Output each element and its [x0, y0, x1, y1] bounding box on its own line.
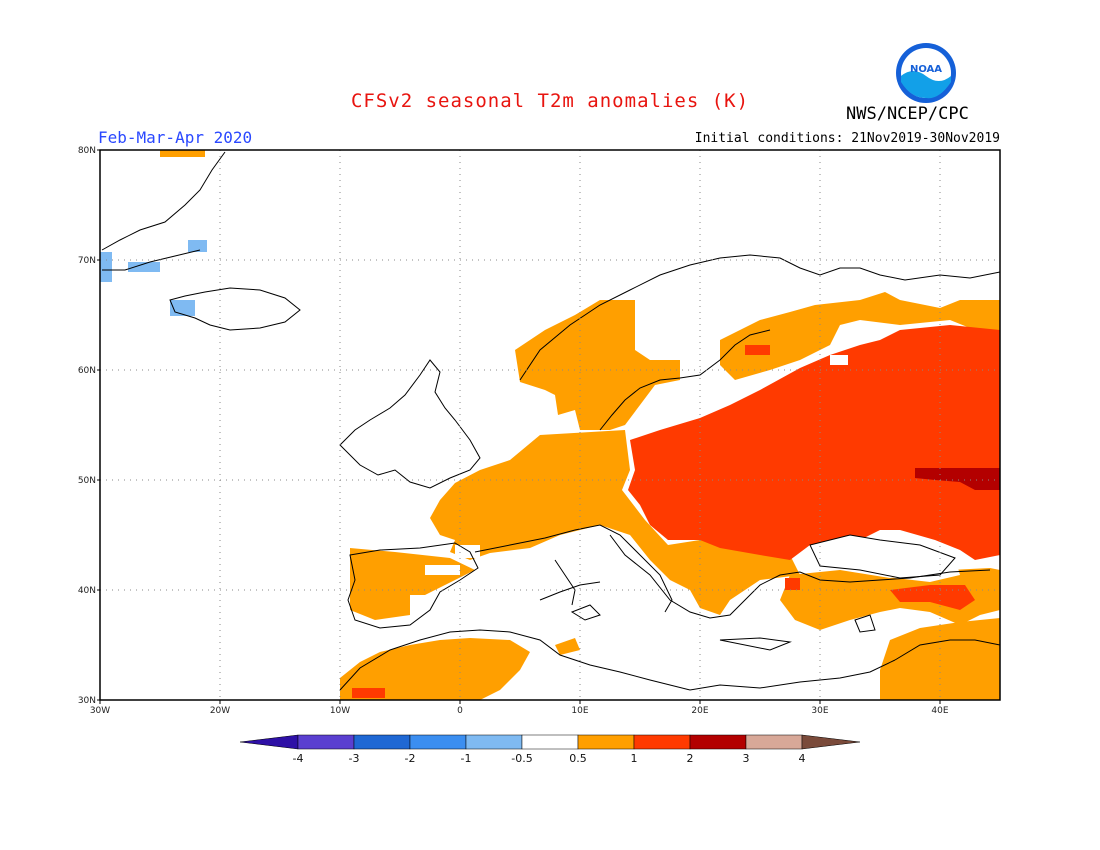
lat-tick-label: 80N [78, 146, 96, 156]
colorbar-label: -0.5 [511, 752, 532, 765]
lat-tick-label: 60N [78, 366, 96, 376]
lon-tick-label: 30W [90, 706, 110, 716]
colorbar-arrow-low [239, 734, 299, 750]
agency-label: NWS/NCEP/CPC [846, 104, 969, 124]
forecast-period: Feb-Mar-Apr 2020 [98, 128, 253, 147]
lat-tick-label: 30N [78, 696, 96, 706]
initial-conditions: Initial conditions: 21Nov2019-30Nov2019 [694, 131, 1000, 146]
coastlines [101, 151, 1001, 691]
colorbar-label: -3 [349, 752, 360, 765]
colorbar: -4 -3 -2 -1 -0.5 0.5 1 2 3 4 [239, 734, 861, 765]
anomaly-orange-region [160, 150, 1000, 700]
colorbar-label: -2 [405, 752, 416, 765]
colorbar-segment [689, 734, 747, 750]
colorbar-label: 0.5 [569, 752, 587, 765]
lon-tick-label: 20E [691, 706, 708, 716]
colorbar-segment [577, 734, 635, 750]
colorbar-label: 1 [631, 752, 638, 765]
lat-tick-label: 40N [78, 586, 96, 596]
colorbar-label: 2 [687, 752, 694, 765]
colorbar-arrow-high [801, 734, 861, 750]
colorbar-segment [521, 734, 579, 750]
anomaly-darkred-region [915, 468, 1000, 490]
lon-tick-label: 10E [571, 706, 588, 716]
colorbar-segment [297, 734, 355, 750]
longitude-axis: 30W 20W 10W 0 10E 20E 30E 40E [90, 700, 949, 716]
latitude-axis: 30N 40N 50N 60N 70N 80N [78, 146, 100, 706]
lon-tick-label: 20W [210, 706, 230, 716]
colorbar-label: 3 [743, 752, 750, 765]
colorbar-segment [745, 734, 803, 750]
colorbar-segment [409, 734, 467, 750]
colorbar-segment [465, 734, 523, 750]
lon-tick-label: 0 [457, 706, 463, 716]
neutral-region [410, 355, 960, 615]
lon-tick-label: 40E [931, 706, 948, 716]
colorbar-label: 4 [799, 752, 806, 765]
colorbar-label: -4 [293, 752, 304, 765]
noaa-logo-icon: NOAA [896, 43, 956, 103]
colorbar-segment [633, 734, 691, 750]
lat-lon-grid [100, 150, 1000, 700]
map-title: CFSv2 seasonal T2m anomalies (K) [350, 90, 750, 112]
colorbar-segment [353, 734, 411, 750]
lat-tick-label: 70N [78, 256, 96, 266]
colorbar-label: -1 [461, 752, 472, 765]
lon-tick-label: 30E [811, 706, 828, 716]
lat-tick-label: 50N [78, 476, 96, 486]
anomaly-red-region [352, 325, 1000, 698]
lon-tick-label: 10W [330, 706, 350, 716]
map-frame [99, 149, 1001, 701]
logo-text: NOAA [910, 64, 942, 75]
